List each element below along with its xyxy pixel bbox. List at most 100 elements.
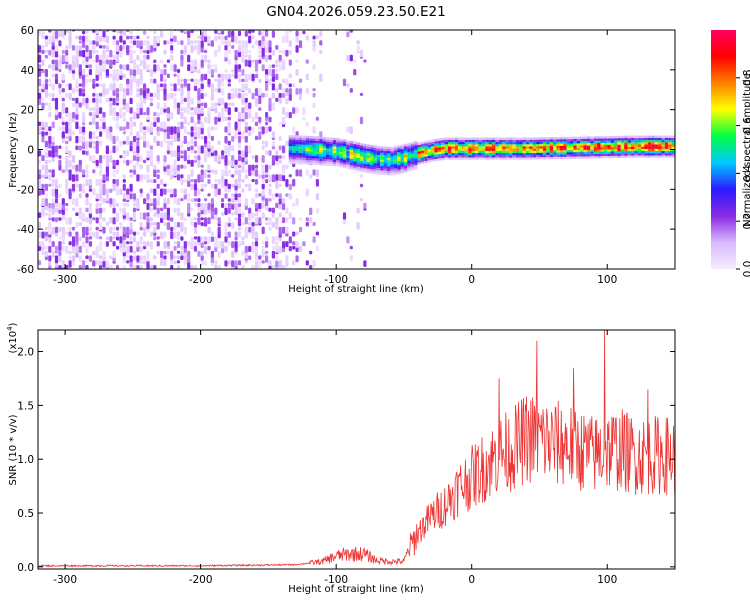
spectrogram-cell (122, 183, 126, 191)
spectrogram-cells (38, 26, 675, 269)
spectrogram-cell (359, 149, 364, 153)
y-tick-label: 0.5 (17, 508, 34, 520)
spectrogram-cell (166, 150, 170, 155)
spectrogram-cell (265, 174, 269, 178)
spectrogram-cell (156, 236, 160, 240)
spectrogram-cell (183, 45, 187, 53)
spectrogram-cell (95, 202, 99, 209)
spectrogram-cell (390, 149, 394, 152)
spectrogram-cell (593, 153, 598, 157)
spectrogram-cell (41, 97, 45, 101)
spectrogram-cell (624, 137, 628, 141)
spectrogram-cell (115, 112, 120, 117)
spectrogram-cell (275, 159, 279, 166)
spectrogram-cell (187, 64, 191, 72)
spectrogram-cell (112, 35, 116, 40)
spectrogram-cell (627, 155, 631, 158)
spectrogram-cell (288, 159, 293, 162)
spectrogram-cell (105, 188, 109, 194)
spectrogram-cell (661, 146, 665, 149)
spectrogram-cell (288, 236, 292, 244)
spectrogram-cell (370, 151, 374, 154)
spectrogram-cell (146, 260, 150, 269)
spectrogram-cell (176, 102, 181, 108)
spectrogram-cell (176, 212, 181, 217)
spectrogram-cell (88, 188, 92, 192)
spectrogram-cell (193, 217, 198, 221)
spectrogram-cell (295, 141, 299, 145)
spectrogram-cell (200, 222, 204, 227)
spectrogram-cell (58, 202, 62, 211)
spectrogram-cell (227, 121, 231, 128)
spectrogram-cell (136, 35, 140, 40)
spectrogram-cell (302, 144, 306, 147)
spectrogram-cell (417, 153, 421, 156)
spectrogram-cell (204, 169, 208, 176)
spectrogram-cell (332, 144, 337, 147)
spectrogram-cell (288, 83, 292, 88)
spectrogram-cell (298, 40, 303, 49)
spectrogram-cell (38, 174, 42, 179)
spectrogram-cell (434, 141, 438, 144)
spectrogram-cell (258, 202, 262, 209)
spectrogram-cell (620, 146, 625, 150)
spectrogram-cell (536, 143, 540, 147)
spectrogram-cell (529, 141, 533, 145)
spectrogram-cell (112, 179, 116, 184)
spectrogram-cell (603, 142, 608, 146)
spectrogram-cell (580, 143, 584, 146)
spectrogram-cell (99, 164, 103, 169)
spectrogram-cell (292, 245, 296, 250)
spectrogram-cell (637, 153, 642, 156)
spectrogram-cell (546, 145, 550, 149)
spectrogram-cell (193, 150, 198, 154)
spectrogram-cell (536, 141, 540, 145)
spectrogram-cell (143, 97, 147, 104)
spectrogram-cell (149, 150, 153, 159)
spectrogram-cell (237, 30, 242, 36)
spectrogram-cell (658, 150, 662, 154)
spectrogram-cell (285, 49, 289, 57)
spectrogram-cell (75, 198, 79, 205)
spectrogram-cell (631, 137, 635, 141)
spectrogram-cell (654, 135, 659, 138)
spectrogram-cell (163, 260, 167, 267)
spectrogram-cell (353, 154, 357, 158)
spectrogram-cell (224, 145, 228, 153)
spectrogram-cell (224, 179, 228, 187)
spectrogram-cell (248, 222, 252, 226)
spectrogram-cell (71, 164, 76, 170)
spectrogram-cell (312, 35, 316, 40)
spectrogram-cell (190, 169, 194, 177)
spectrogram-cell (85, 198, 89, 206)
spectrogram-cell (156, 183, 160, 189)
spectrogram-cell (481, 141, 486, 145)
spectrogram-cell (140, 26, 143, 29)
spectrogram-cell (305, 140, 310, 143)
spectrogram-cell (610, 155, 614, 159)
spectrogram-cell (166, 131, 170, 140)
spectrogram-cell (563, 143, 567, 146)
spectrogram-cell (200, 54, 204, 59)
spectrogram-cell (298, 146, 303, 149)
spectrogram-cell (414, 151, 418, 155)
spectrogram-cell (129, 40, 133, 44)
spectrogram-cell (68, 231, 72, 237)
spectrogram-cell (607, 153, 611, 156)
spectrogram-cell (275, 260, 279, 268)
spectrogram-cell (471, 155, 476, 158)
spectrogram-cell (207, 202, 211, 210)
spectrogram-cell (44, 140, 48, 148)
spectrogram-cell (583, 156, 587, 159)
spectrogram-cell (383, 163, 387, 167)
spectrogram-cell (342, 152, 347, 155)
spectrogram-cell (180, 83, 184, 89)
spectrogram-cell (61, 54, 65, 62)
spectrogram-cell (217, 97, 221, 104)
spectrogram-cell (627, 148, 631, 152)
spectrogram-cell (529, 155, 533, 158)
spectrogram-cell (224, 202, 228, 207)
spectrogram-cell (617, 135, 621, 139)
spectrogram-cell (515, 137, 520, 140)
spectrogram-cell (353, 146, 357, 149)
